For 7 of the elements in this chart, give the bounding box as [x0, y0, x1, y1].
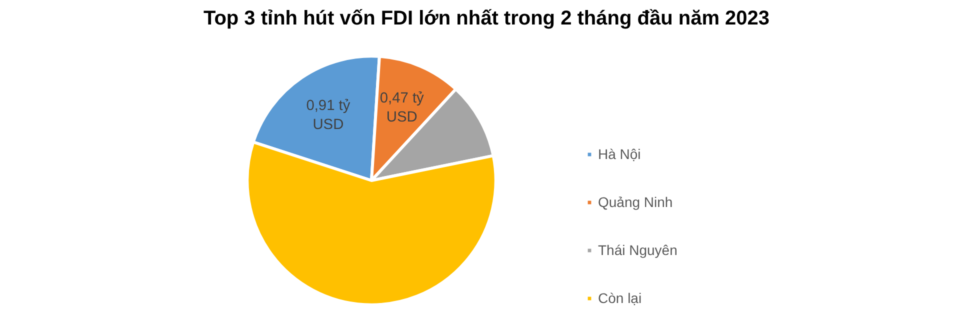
data-label: 0,47 tỷ USD: [380, 90, 425, 126]
legend-label: Hà Nội: [598, 146, 641, 162]
legend-label: Còn lại: [598, 290, 642, 306]
legend-label: Thái Nguyên: [598, 242, 678, 258]
data-label: 0,91 tỷ USD: [306, 98, 351, 133]
legend-label: Quảng Ninh: [598, 194, 673, 210]
chart-title: Top 3 tỉnh hút vốn FDI lớn nhất trong 2 tháng đầu năm 2023: [203, 8, 770, 30]
